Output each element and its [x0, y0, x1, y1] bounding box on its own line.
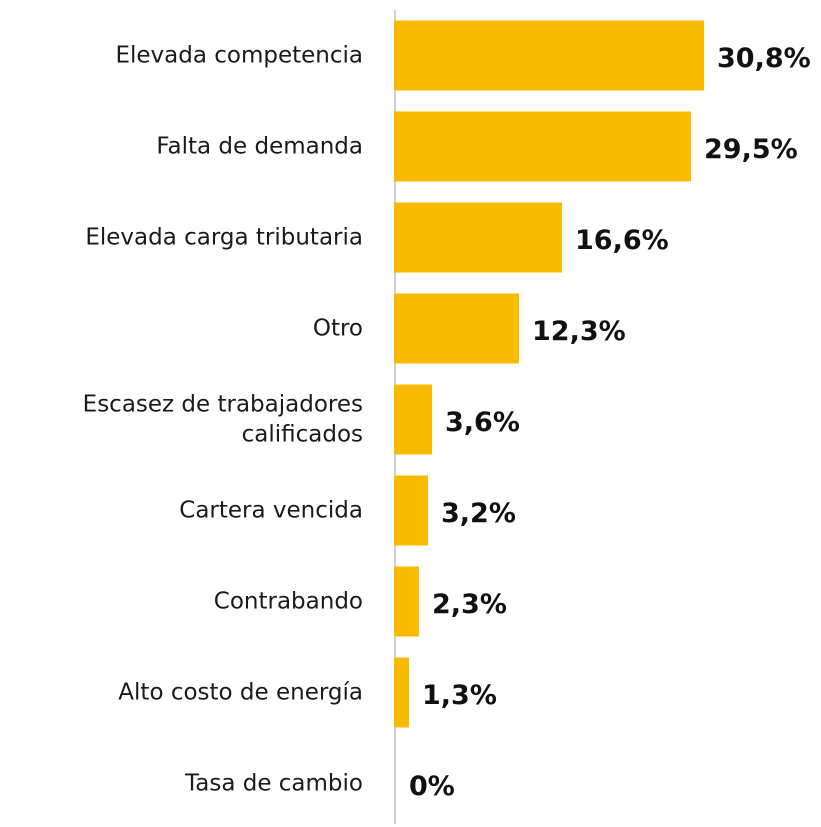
value-label: 16,6%: [575, 225, 669, 256]
bar: [394, 384, 432, 455]
bar: [394, 566, 419, 637]
bar: [394, 20, 704, 91]
bar: [394, 111, 691, 182]
value-label: 12,3%: [532, 316, 626, 347]
value-label: 30,8%: [717, 43, 811, 74]
value-label: 29,5%: [704, 134, 798, 165]
bar: [394, 657, 409, 728]
category-label: Escasez de trabajadores calificados: [83, 391, 363, 447]
value-label: 1,3%: [422, 680, 497, 711]
category-label: Elevada competencia: [115, 42, 363, 68]
value-label: 0%: [409, 771, 455, 802]
value-label: 2,3%: [432, 589, 507, 620]
value-label: 3,2%: [441, 498, 516, 529]
bar: [394, 293, 519, 364]
bar: [394, 475, 428, 546]
category-label: Otro: [313, 315, 363, 341]
category-label: Alto costo de energía: [118, 679, 363, 705]
category-label: Falta de demanda: [156, 133, 363, 159]
category-label: Tasa de cambio: [184, 770, 363, 796]
category-label: Elevada carga tributaria: [85, 224, 363, 250]
value-label: 3,6%: [445, 407, 520, 438]
category-label: Cartera vencida: [179, 497, 363, 523]
category-label: Contrabando: [214, 588, 363, 614]
bar: [394, 202, 562, 273]
